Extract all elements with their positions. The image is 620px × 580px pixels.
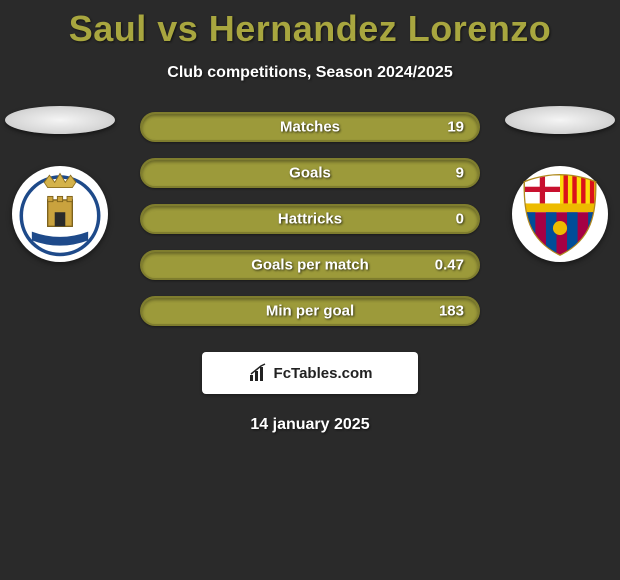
stat-label: Matches bbox=[280, 119, 340, 136]
brand-box: FcTables.com bbox=[202, 352, 418, 394]
player-right-photo-placeholder bbox=[505, 106, 615, 134]
stat-bar-min-per-goal: Min per goal 183 bbox=[140, 296, 480, 326]
club-badge-left bbox=[12, 166, 108, 262]
club-badge-right bbox=[512, 166, 608, 262]
stat-label: Goals per match bbox=[251, 257, 369, 274]
comparison-content: Matches 19 Goals 9 Hattricks 0 Goals per… bbox=[0, 112, 620, 434]
stat-value: 0.47 bbox=[435, 257, 464, 274]
stat-value: 19 bbox=[447, 119, 464, 136]
brand-text: FcTables.com bbox=[274, 365, 373, 382]
player-left-photo-placeholder bbox=[5, 106, 115, 134]
player-right-slot bbox=[500, 106, 620, 262]
page-title: Saul vs Hernandez Lorenzo bbox=[0, 0, 620, 50]
footer-date: 14 january 2025 bbox=[0, 416, 620, 434]
stat-bar-hattricks: Hattricks 0 bbox=[140, 204, 480, 234]
fcbarcelona-crest-icon bbox=[516, 170, 604, 258]
bars-icon bbox=[248, 363, 268, 383]
player-left-slot bbox=[0, 106, 120, 262]
stat-bar-goals: Goals 9 bbox=[140, 158, 480, 188]
stat-label: Hattricks bbox=[278, 211, 342, 228]
stat-value: 0 bbox=[456, 211, 464, 228]
stat-label: Min per goal bbox=[266, 303, 354, 320]
stat-value: 183 bbox=[439, 303, 464, 320]
stat-bar-goals-per-match: Goals per match 0.47 bbox=[140, 250, 480, 280]
stat-bars: Matches 19 Goals 9 Hattricks 0 Goals per… bbox=[140, 112, 480, 326]
stat-label: Goals bbox=[289, 165, 331, 182]
subtitle: Club competitions, Season 2024/2025 bbox=[0, 64, 620, 82]
stat-value: 9 bbox=[456, 165, 464, 182]
stat-bar-matches: Matches 19 bbox=[140, 112, 480, 142]
ponferradina-crest-icon bbox=[16, 170, 104, 258]
